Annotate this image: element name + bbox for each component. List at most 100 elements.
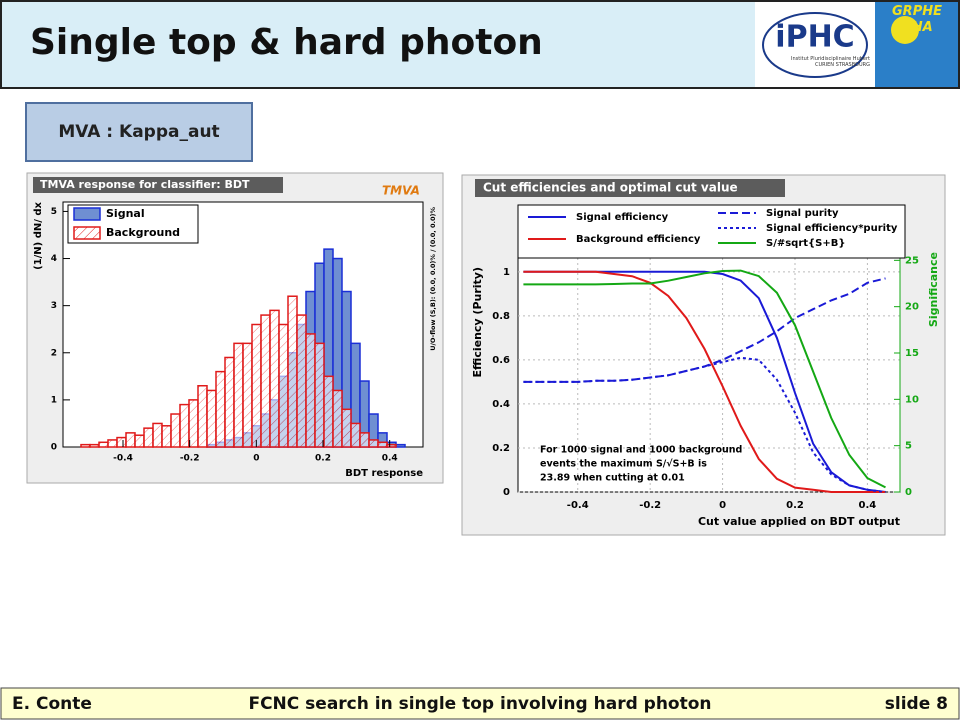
hist-bar [395,443,406,448]
legend-label: Signal [106,207,145,220]
x-axis-label: Cut value applied on BDT output [698,515,900,528]
x-tick-label: -0.2 [180,454,200,464]
legend-swatch [73,226,101,240]
y2-tick-label: 20 [905,302,919,313]
legend-label: Signal efficiency*purity [766,223,898,234]
logo-ring [762,12,868,78]
chart-title: Cut efficiencies and optimal cut value [483,181,738,195]
hist-bar [278,323,289,448]
annotation: For 1000 signal and 1000 background [540,445,742,456]
overflow-note: U/O-flow (S,B): (0.0, 0.0)% / (0.0, 0.0)… [429,207,437,351]
footer-bar [0,687,960,720]
x-tick-label: 0.4 [382,454,398,464]
chart-title: TMVA response for classifier: BDT [40,178,250,191]
x-tick-label: 0.4 [859,500,877,511]
hist-bar [89,443,100,448]
x-tick-label: 0 [719,500,726,511]
hist-bar [296,314,307,448]
hist-bar [152,422,163,448]
legend-swatch [73,207,101,221]
footer-slide: slide 8 [885,694,948,714]
hist-bar [287,295,298,448]
chart-title-bg [33,177,283,193]
legend-label: Signal efficiency [576,212,669,223]
logo-area [755,2,875,87]
hist-bar [161,425,172,448]
y2-tick-label: 5 [905,441,912,452]
hist-bar [305,333,316,448]
slide-title: Single top & hard photon [30,22,543,63]
box-label: MVA : Kappa_aut [58,122,219,142]
hist-bar [80,443,91,448]
annotation: 23.89 when cutting at 0.01 [540,473,685,484]
y-tick-label: 0.4 [492,399,510,410]
y-tick-label: 5 [51,207,57,217]
y-axis-label: Efficiency (Purity) [471,267,484,377]
y2-tick-label: 10 [905,394,919,405]
hist-bar [170,413,181,448]
hist-bar [386,443,397,448]
logo-right-box: GRPHE UHA [892,4,942,35]
hist-bar [224,356,235,448]
legend-label: S/#sqrt{S+B} [766,238,846,249]
hist-bar [107,439,118,448]
y2-tick-label: 0 [905,487,912,498]
x-tick-label: -0.2 [639,500,661,511]
hist-bar [323,375,334,448]
hist-bar [143,427,154,448]
x-tick-label: 0.2 [315,454,331,464]
y2-axis-label: Significance [927,252,940,327]
chart-title-bg [475,179,785,197]
logo-main: iPHC [775,20,854,55]
series-line [523,270,886,493]
hist-bar [206,389,217,448]
annotation: events the maximum S/√S+B is [540,459,707,470]
y-tick-label: 0.6 [492,355,510,366]
hist-bar [341,408,352,448]
y-tick-label: 0.2 [492,443,510,454]
y-tick-label: 1 [503,267,510,278]
x-tick-label: 0.2 [786,500,804,511]
y2-tick-label: 15 [905,348,919,359]
hist-bar [197,385,208,448]
y-tick-label: 1 [51,395,57,405]
y-tick-label: 3 [51,301,57,311]
x-tick-label: -0.4 [113,454,133,464]
hist-bar [350,422,361,448]
hist-bar [251,323,262,448]
y2-tick-label: 25 [905,255,919,266]
y-tick-label: 2 [51,348,57,358]
hist-bar [188,399,199,448]
hist-bar [332,389,343,448]
legend-box [517,204,906,259]
logo-sub: Institut Pluridisciplinaire Hubert CURIE… [791,56,870,68]
hist-bar [269,309,280,448]
legend-label: Signal purity [766,208,839,219]
label-box [25,102,253,162]
series-line [523,269,886,489]
footer-talk: FCNC search in single top involving hard… [248,694,711,714]
hist-bar [116,436,127,448]
chart-logo: TMVA [382,184,420,198]
hist-bar [377,441,388,448]
hist-bar [359,432,370,448]
y-tick-label: 4 [51,254,57,264]
hist-bar [314,342,325,448]
logo-sub-box: Institut Pluridisciplinaire Hubert CURIE… [791,56,870,68]
hist-bar [368,439,379,448]
y-tick-label: 0 [51,443,57,453]
hist-bar [242,342,253,448]
y-tick-label: 0.8 [492,311,510,322]
hist-bar [179,403,190,448]
hist-bar [134,434,145,448]
legend-label: Background [106,226,180,239]
hist-bar [125,432,136,448]
footer-author: E. Conte [12,694,92,714]
hist-bar [215,370,226,448]
logo-right-bg [875,2,958,87]
hist-bar [260,314,271,448]
x-tick-label: 0 [253,454,259,464]
hist-bar [98,441,109,448]
y-axis-label: (1/N) dN/ dx [33,201,44,269]
